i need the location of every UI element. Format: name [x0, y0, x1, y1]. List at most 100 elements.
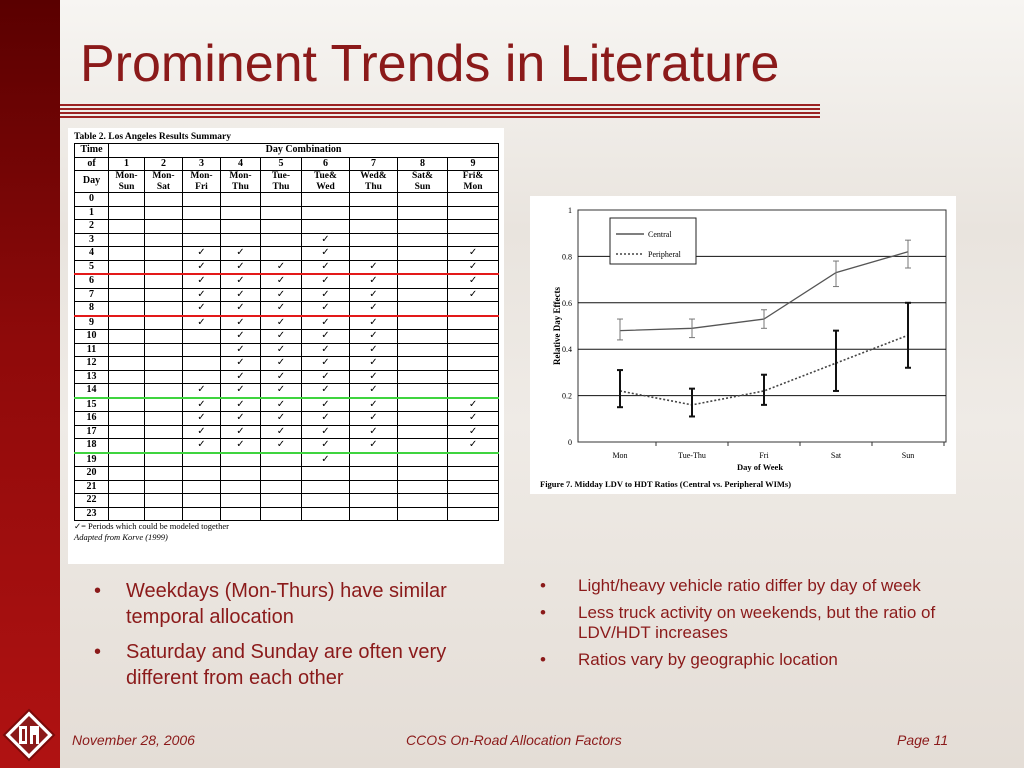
empty-cell	[260, 219, 302, 234]
checkmark-icon: ✓	[197, 398, 206, 410]
column-day-range: Wed& Thu	[349, 170, 398, 193]
empty-cell	[446, 369, 500, 384]
checkmark-icon: ✓	[276, 398, 286, 410]
checkmark-icon: ✓	[468, 288, 478, 300]
empty-cell	[397, 493, 448, 508]
empty-cell	[220, 466, 261, 481]
column-number: 7	[349, 156, 398, 171]
empty-cell	[108, 205, 145, 220]
empty-cell	[397, 287, 448, 302]
checkmark-icon: ✓	[236, 275, 245, 286]
empty-cell	[220, 452, 261, 467]
empty-cell	[108, 438, 145, 454]
check-cell: ✓	[182, 301, 221, 317]
checkmark-icon: ✓	[236, 343, 245, 355]
empty-cell	[446, 493, 500, 508]
x-tick-label: Fri	[759, 451, 769, 460]
table-source: Adapted from Korve (1999)	[74, 532, 168, 542]
check-cell: ✓	[182, 246, 221, 261]
checkmark-icon: ✓	[468, 439, 478, 451]
empty-cell	[446, 219, 500, 234]
empty-cell	[446, 356, 500, 371]
empty-cell	[397, 342, 448, 357]
check-cell: ✓	[301, 329, 350, 344]
table-row: 1	[74, 205, 500, 220]
hour-cell: 1	[74, 205, 109, 220]
check-cell: ✓	[349, 438, 398, 454]
column-day-end: Wed	[316, 181, 335, 192]
check-cell: ✓	[301, 411, 350, 426]
column-day-start: Mon-	[190, 171, 213, 182]
column-number: 6	[301, 156, 350, 171]
empty-cell	[220, 205, 261, 220]
check-cell: ✓	[260, 356, 302, 371]
empty-cell	[108, 315, 145, 330]
header-of: of	[74, 156, 109, 171]
empty-cell	[182, 452, 221, 467]
empty-cell	[144, 479, 183, 494]
empty-cell	[397, 329, 448, 344]
check-cell: ✓	[182, 411, 221, 426]
table-row: 21	[74, 479, 500, 494]
x-tick-label: Mon	[612, 451, 627, 460]
column-number: 5	[260, 156, 302, 171]
empty-cell	[144, 493, 183, 508]
check-cell: ✓	[349, 397, 398, 412]
header-day: Day	[74, 170, 109, 193]
checkmark-icon: ✓	[321, 247, 330, 258]
empty-cell	[446, 329, 500, 344]
empty-cell	[144, 438, 183, 454]
column-number: 3	[182, 156, 221, 171]
empty-cell	[144, 342, 183, 357]
empty-cell	[397, 246, 448, 261]
check-cell: ✓	[446, 438, 500, 454]
check-cell: ✓	[349, 273, 398, 289]
checkmark-icon: ✓	[369, 384, 378, 396]
check-cell: ✓	[349, 369, 398, 384]
check-cell: ✓	[220, 259, 261, 275]
table-row: 12 ✓ ✓ ✓ ✓	[74, 356, 500, 371]
checkmark-icon: ✓	[276, 439, 286, 451]
empty-cell	[108, 383, 145, 399]
check-cell: ✓	[301, 246, 350, 261]
empty-cell	[144, 506, 183, 521]
checkmark-icon: ✓	[236, 384, 245, 396]
checkmark-icon: ✓	[321, 260, 330, 272]
check-cell: ✓	[260, 424, 302, 439]
checkmark-icon: ✓	[321, 425, 330, 437]
hour-cell: 10	[74, 329, 109, 344]
header-day-combination: Day Combination	[107, 143, 500, 158]
hour-cell: 9	[74, 315, 109, 330]
empty-cell	[446, 301, 500, 317]
bullet-item: Weekdays (Mon-Thurs) have similar tempor…	[94, 578, 506, 630]
check-cell: ✓	[182, 424, 221, 439]
table-row: 11 ✓ ✓ ✓ ✓	[74, 342, 500, 357]
empty-cell	[220, 506, 261, 521]
empty-cell	[108, 493, 145, 508]
footer-title: CCOS On-Road Allocation Factors	[406, 732, 622, 748]
empty-cell	[260, 192, 302, 207]
empty-cell	[108, 452, 145, 467]
checkmark-icon: ✓	[369, 302, 378, 314]
empty-cell	[108, 219, 145, 234]
y-tick-label: 0	[568, 438, 572, 447]
empty-cell	[108, 369, 145, 384]
check-cell: ✓	[446, 397, 500, 412]
empty-cell	[144, 273, 183, 289]
check-cell: ✓	[349, 356, 398, 371]
check-cell: ✓	[446, 246, 500, 261]
check-cell: ✓	[260, 342, 302, 357]
empty-cell	[144, 369, 183, 384]
empty-cell	[182, 205, 221, 220]
table-row: 15 ✓ ✓ ✓ ✓ ✓ ✓	[74, 397, 500, 412]
bullet-item: Less truck activity on weekends, but the…	[540, 603, 998, 643]
empty-cell	[397, 205, 448, 220]
column-day-end: Thu	[232, 181, 249, 192]
empty-cell	[349, 192, 398, 207]
check-cell: ✓	[301, 301, 350, 317]
checkmark-icon: ✓	[468, 398, 478, 410]
table-row: 10 ✓ ✓ ✓ ✓	[74, 329, 500, 344]
empty-cell	[260, 479, 302, 494]
checkmark-icon: ✓	[468, 412, 478, 423]
checkmark-icon: ✓	[236, 247, 245, 258]
